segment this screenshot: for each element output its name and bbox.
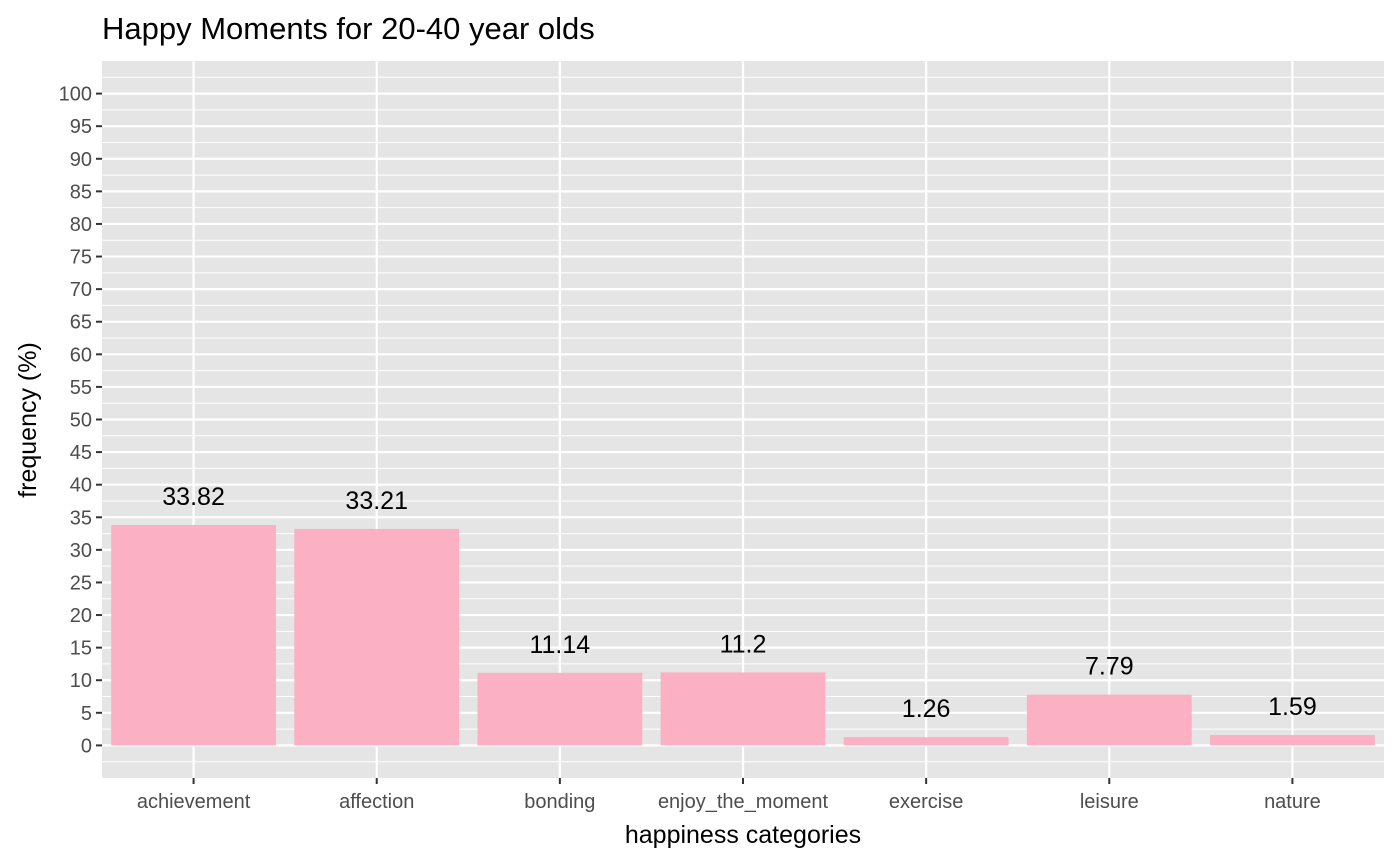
- bar: [1026, 694, 1192, 746]
- y-tick-label: 45: [70, 442, 92, 464]
- bar: [111, 524, 276, 746]
- y-tick-label: 70: [70, 279, 92, 301]
- data-label: 1.26: [902, 695, 951, 723]
- y-tick-label: 50: [70, 410, 92, 432]
- x-tick-label: bonding: [524, 791, 595, 813]
- y-tick-label: 60: [70, 344, 92, 366]
- x-axis-title: happiness categories: [625, 821, 861, 849]
- x-tick-label: exercise: [889, 791, 963, 813]
- data-label: 11.2: [720, 630, 767, 658]
- bars: [111, 524, 1375, 746]
- y-tick-label: 0: [81, 735, 92, 757]
- data-labels: 33.82 33.21 11.14 11.2 1.26 7.79 1.59: [162, 483, 1316, 723]
- y-tick-label: 65: [70, 312, 92, 334]
- x-tick-label: leisure: [1080, 791, 1139, 813]
- bar: [294, 528, 460, 746]
- y-tick-label: 35: [70, 507, 92, 529]
- y-axis: 0 5 10 15 20 25 30 35 40 45 50 55 60 65 70 75 80 85 90 95 10…: [59, 84, 102, 757]
- data-label: 33.82: [162, 483, 225, 511]
- x-tick-label: achievement: [137, 791, 251, 813]
- y-tick-label: 30: [70, 540, 92, 562]
- y-tick-label: 100: [59, 84, 92, 106]
- x-tick-label: nature: [1264, 791, 1321, 813]
- y-tick-label: 5: [81, 703, 92, 725]
- bar: [660, 672, 826, 746]
- bar: [843, 737, 1009, 746]
- y-tick-label: 95: [70, 116, 92, 138]
- data-label: 7.79: [1085, 653, 1134, 681]
- y-axis-title: frequency (%): [14, 342, 42, 498]
- y-tick-label: 15: [70, 638, 92, 660]
- y-tick-label: 20: [70, 605, 92, 627]
- y-tick-label: 75: [70, 247, 92, 269]
- y-tick-label: 10: [70, 670, 92, 692]
- y-tick-label: 55: [70, 377, 92, 399]
- data-label: 33.21: [345, 487, 408, 515]
- data-label: 1.59: [1268, 693, 1317, 721]
- x-tick-label: enjoy_the_moment: [658, 791, 829, 813]
- x-axis: achievement affection bonding enjoy_the_mom…: [137, 778, 1321, 813]
- y-tick-label: 90: [70, 149, 92, 171]
- chart-title: Happy Moments for 20-40 year olds: [102, 11, 595, 46]
- y-tick-label: 25: [70, 572, 92, 594]
- y-tick-label: 80: [70, 214, 92, 236]
- y-tick-label: 40: [70, 475, 92, 497]
- y-tick-label: 85: [70, 181, 92, 203]
- bar: [477, 672, 643, 746]
- bar: [1210, 735, 1375, 746]
- x-tick-label: affection: [339, 791, 414, 813]
- data-label: 11.14: [529, 631, 590, 659]
